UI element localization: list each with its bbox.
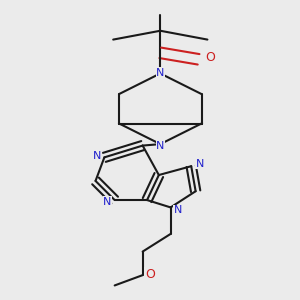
Text: N: N <box>174 206 182 215</box>
Text: O: O <box>206 51 215 64</box>
Text: N: N <box>156 141 164 151</box>
Text: N: N <box>103 196 112 206</box>
Text: N: N <box>196 159 204 169</box>
Text: N: N <box>156 68 164 78</box>
Text: O: O <box>145 268 155 281</box>
Text: N: N <box>93 151 101 161</box>
